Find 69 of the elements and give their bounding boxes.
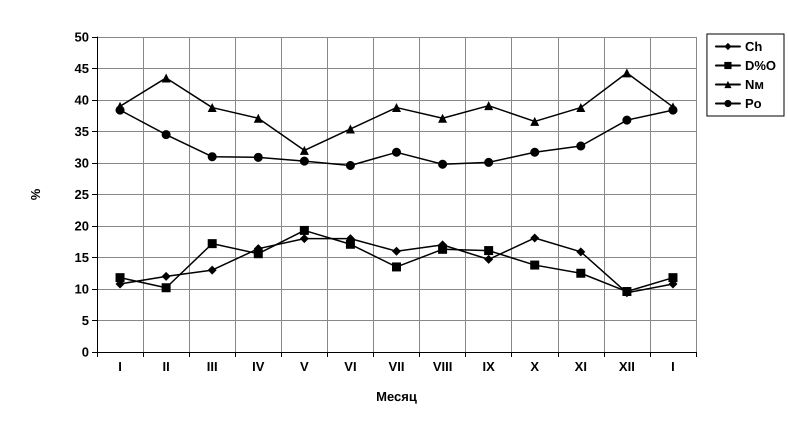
point <box>622 68 632 78</box>
point <box>392 262 401 272</box>
point <box>530 116 540 126</box>
point <box>208 103 217 112</box>
y-tick-label: 20 <box>74 218 89 234</box>
point <box>576 268 586 278</box>
point <box>162 283 171 292</box>
point <box>346 161 355 170</box>
point <box>300 156 309 166</box>
x-tick-label: V <box>300 359 310 374</box>
point <box>300 146 309 155</box>
point <box>392 246 401 256</box>
point <box>300 226 309 235</box>
point <box>576 247 586 256</box>
y-tick-label: 40 <box>74 92 89 108</box>
point <box>484 246 494 256</box>
x-tick-label: XII <box>618 359 635 374</box>
y-tick-label: 30 <box>74 156 89 170</box>
legend-label: Nм <box>744 77 764 92</box>
x-tick-label: III <box>206 359 218 374</box>
point <box>530 260 540 270</box>
y-tick-label: 45 <box>74 61 89 76</box>
y-tick-label: 10 <box>74 282 89 296</box>
x-tick-label: VII <box>388 359 404 374</box>
x-tick-label: XI <box>574 359 587 374</box>
point <box>346 124 355 134</box>
point <box>162 130 171 140</box>
x-tick-label: IV <box>252 359 265 374</box>
legend-label: Ch <box>744 39 762 54</box>
x-tick-label: I <box>118 359 122 374</box>
point <box>254 114 263 123</box>
point <box>300 234 309 244</box>
point <box>438 114 448 123</box>
y-tick-label: 0 <box>82 344 89 360</box>
point <box>392 103 401 112</box>
point <box>208 239 217 248</box>
x-tick-label: IX <box>482 359 496 374</box>
point <box>116 102 125 111</box>
point <box>162 272 171 281</box>
point <box>208 266 217 275</box>
point <box>484 254 494 264</box>
point <box>622 116 632 125</box>
x-tick-label: X <box>530 359 540 374</box>
point <box>208 152 217 162</box>
y-tick-label: 50 <box>74 30 89 44</box>
x-tick-label: VIII <box>432 359 452 374</box>
point <box>484 101 494 110</box>
point <box>668 273 678 282</box>
y-tick-label: 5 <box>82 313 89 328</box>
point <box>162 73 171 82</box>
point <box>530 233 540 242</box>
point <box>254 152 263 162</box>
point <box>392 148 401 157</box>
legend-label: D%O <box>744 58 776 73</box>
point <box>576 141 586 150</box>
point <box>484 158 494 167</box>
point <box>438 160 448 169</box>
x-axis-title: Месяц <box>376 389 417 404</box>
point <box>116 273 125 282</box>
point <box>576 103 586 112</box>
x-tick-label: VI <box>344 359 357 374</box>
y-tick-label: 35 <box>74 124 89 139</box>
point <box>530 148 540 157</box>
legend-label: Po <box>744 96 762 111</box>
y-axis-title: % <box>28 188 43 200</box>
y-tick-label: 25 <box>74 187 89 202</box>
x-tick-label: I <box>671 359 675 374</box>
y-tick-label: 15 <box>74 250 89 265</box>
x-tick-label: II <box>162 359 170 374</box>
